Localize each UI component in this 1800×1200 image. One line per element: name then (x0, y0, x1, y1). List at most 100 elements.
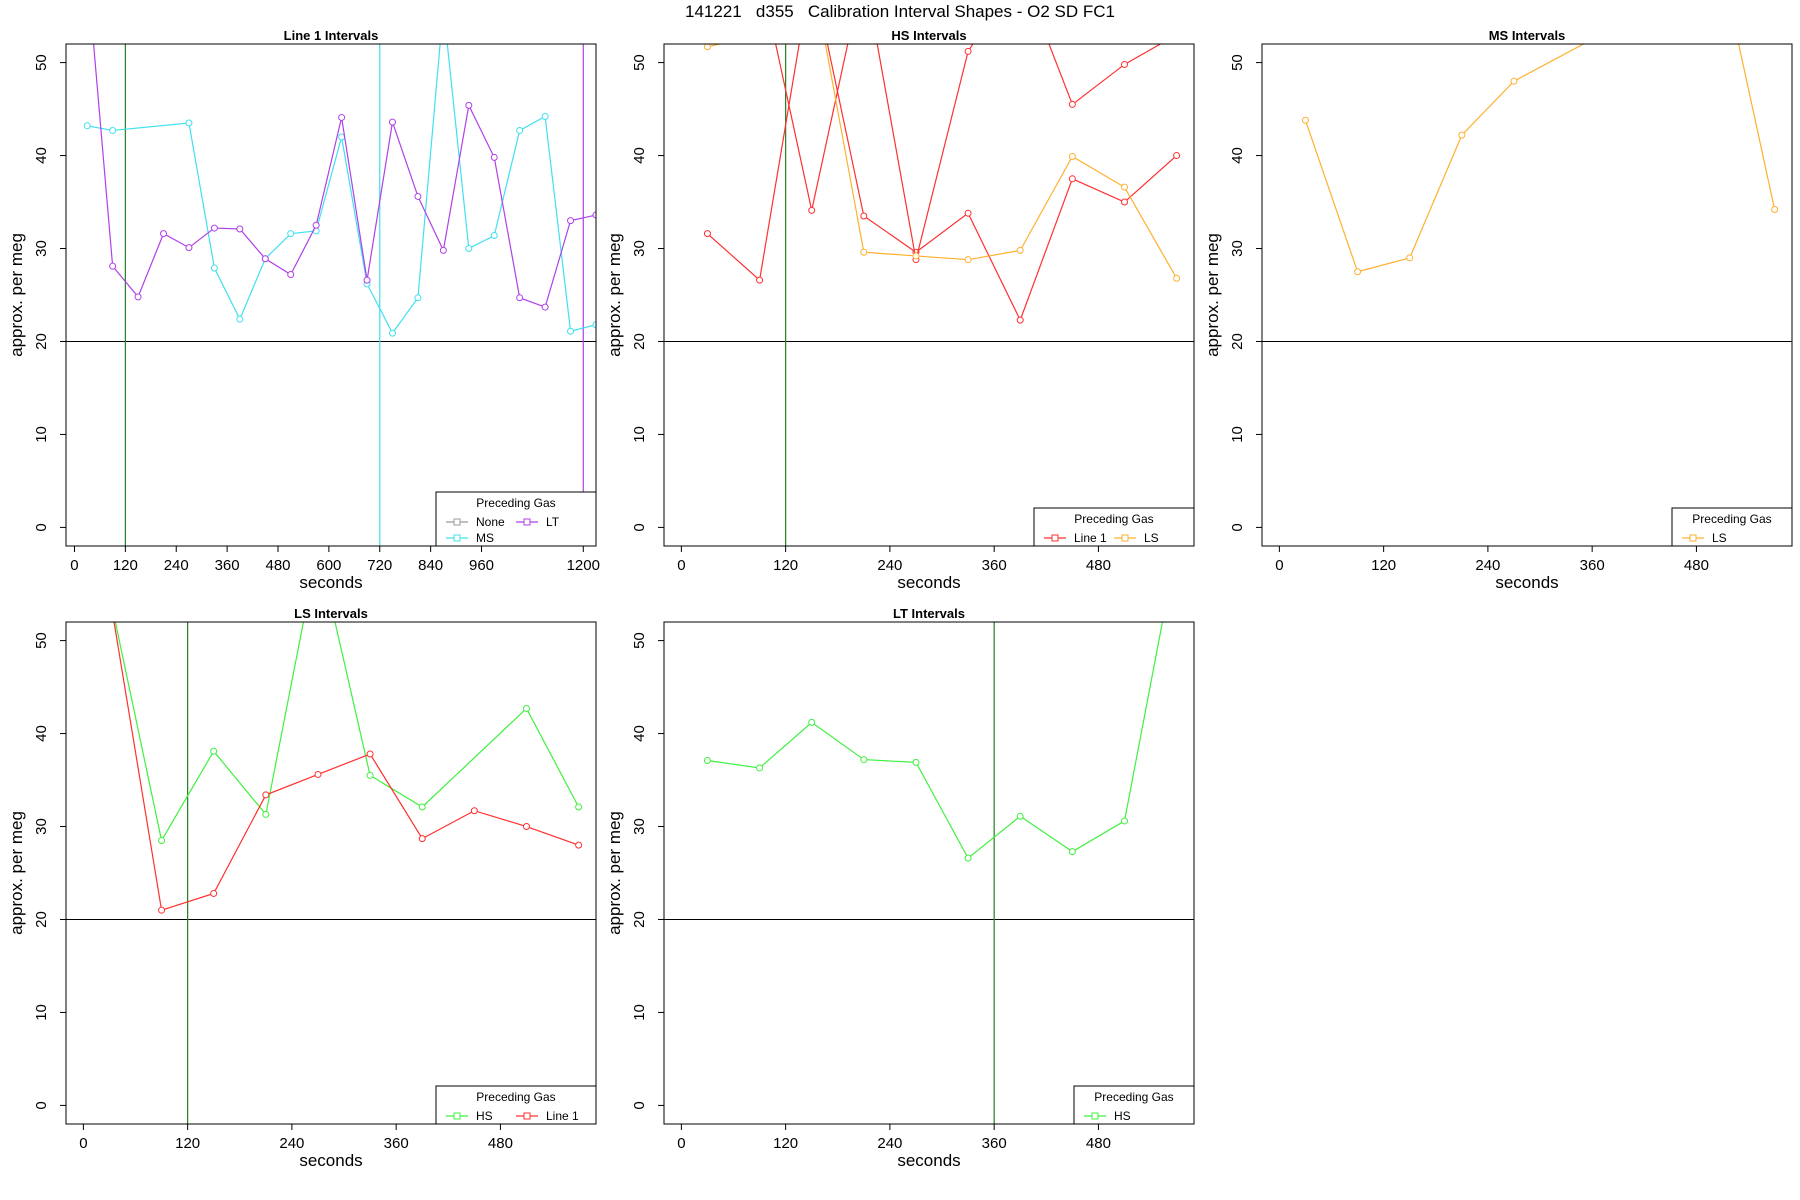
data-point-line-1 (964, 209, 972, 217)
legend-swatch-marker (453, 534, 461, 542)
data-point-ms (338, 133, 346, 141)
legend: Preceding Gas None LT MS (435, 491, 597, 547)
x-tick-label: 0 (79, 1135, 87, 1152)
data-point-line-1 (703, 230, 711, 238)
legend-title: Preceding Gas (1074, 512, 1153, 526)
x-tick-label: 240 (877, 1135, 902, 1152)
legend: Preceding Gas HS (1073, 1085, 1195, 1125)
legend-entry-none: None (476, 515, 505, 529)
y-tick-label: 40 (631, 147, 648, 164)
data-point-ms (414, 294, 422, 302)
data-point-ls (1510, 77, 1518, 85)
data-point-line-1-upper (964, 47, 972, 55)
legend: Preceding Gas LS (1671, 507, 1793, 547)
legend-swatch-marker (1689, 534, 1697, 542)
data-point-ms (236, 315, 244, 323)
data-point-hs (1016, 812, 1024, 820)
x-axis-label: seconds (299, 573, 362, 592)
data-point-ls (860, 248, 868, 256)
data-point-hs (1120, 817, 1128, 825)
x-tick-label: 120 (1371, 557, 1396, 574)
data-point-hs (262, 810, 270, 818)
legend-swatch-marker (1051, 534, 1059, 542)
data-point-hs (418, 803, 426, 811)
y-tick-label: 10 (1229, 426, 1246, 443)
x-tick-label: 120 (175, 1135, 200, 1152)
data-point-lt (414, 192, 422, 200)
legend-title: Preceding Gas (476, 1090, 555, 1104)
data-point-ls (1016, 246, 1024, 254)
legend-box (435, 491, 597, 547)
data-point-ms (185, 119, 193, 127)
legend-box (1033, 507, 1195, 547)
y-tick-label: 40 (33, 725, 50, 742)
panel-title: LS Intervals (294, 606, 368, 621)
data-point-lt (592, 211, 596, 219)
panel-line1-intervals: Line 1 Intervals 0 120 240 360 480 600 720 840 96… (7, 28, 600, 592)
data-point-ls (912, 252, 920, 260)
legend-entry-ls: LS (1712, 531, 1727, 545)
data-point-ms (490, 232, 498, 240)
y-tick-label: 30 (631, 818, 648, 835)
legend-swatch-marker (1121, 534, 1129, 542)
legend: Preceding Gas Line 1 LS (1033, 507, 1195, 547)
data-point-lt (338, 113, 346, 121)
x-tick-label: 240 (1475, 557, 1500, 574)
x-tick-label: 960 (469, 557, 494, 574)
panel-hs-intervals: HS Intervals 0 120 240 360 480 seconds 0 10 20 30 4… (605, 28, 1195, 592)
data-point-lt (567, 217, 575, 225)
x-tick-label: 480 (488, 1135, 513, 1152)
data-point-ms (388, 329, 396, 337)
data-point-line-1-upper (1068, 100, 1076, 108)
data-point-line-1 (418, 835, 426, 843)
x-tick-label: 240 (164, 557, 189, 574)
data-point-ls (1301, 116, 1309, 124)
x-tick-label: 480 (1086, 1135, 1111, 1152)
data-point-lt (134, 293, 142, 301)
x-tick-label: 360 (982, 1135, 1007, 1152)
data-point-hs (366, 771, 374, 779)
panel-lt-intervals: LT Intervals 0 120 240 360 480 seconds 0 10 20 30 4… (605, 606, 1195, 1170)
y-tick-label: 0 (631, 523, 648, 531)
legend-title: Preceding Gas (476, 496, 555, 510)
y-tick-label: 20 (1229, 333, 1246, 350)
y-axis-label: approx. per meg (605, 233, 624, 357)
data-point-ms (465, 245, 473, 253)
data-point-ms (592, 321, 596, 329)
legend-swatch-marker (1091, 1112, 1099, 1120)
y-tick-label: 50 (631, 54, 648, 71)
data-point-ls (703, 44, 711, 51)
data-point-hs (703, 757, 711, 765)
figure-title: 141221 d355 Calibration Interval Shapes … (685, 2, 1115, 21)
data-point-ms (109, 126, 117, 134)
data-point-hs (575, 803, 583, 811)
data-point-lt (439, 246, 447, 254)
y-tick-label: 50 (631, 632, 648, 649)
series-line-line-1-upper (775, 44, 1162, 260)
data-point-ls (1406, 254, 1414, 262)
data-point-lt (210, 224, 218, 232)
data-point-hs (1068, 848, 1076, 856)
legend-title: Preceding Gas (1094, 1090, 1173, 1104)
x-tick-label: 720 (367, 557, 392, 574)
x-tick-label: 0 (1275, 557, 1283, 574)
legend-swatch-marker (523, 518, 531, 526)
legend-entry-line-1: Line 1 (1074, 531, 1107, 545)
data-point-line-1 (860, 212, 868, 220)
data-point-ms (567, 327, 575, 335)
data-point-line-1 (1173, 152, 1181, 160)
data-point-hs (522, 704, 530, 712)
data-point-line-1 (522, 823, 530, 831)
data-point-line-1 (1016, 316, 1024, 324)
data-point-lt (516, 294, 524, 302)
data-point-ms (541, 113, 549, 121)
x-tick-label: 0 (70, 557, 78, 574)
y-tick-label: 0 (631, 1101, 648, 1109)
x-tick-label: 240 (279, 1135, 304, 1152)
y-tick-label: 0 (33, 1101, 50, 1109)
legend-entry-hs: HS (476, 1109, 493, 1123)
y-tick-label: 20 (631, 333, 648, 350)
data-point-hs (860, 756, 868, 764)
data-point-lt (388, 118, 396, 126)
